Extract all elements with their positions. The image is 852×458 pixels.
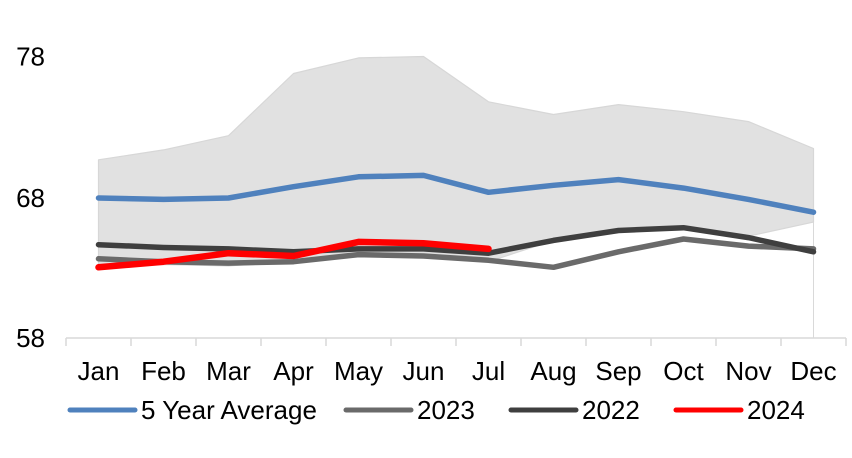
x-axis-label-apr: Apr — [273, 356, 314, 386]
legend-label-2024: 2024 — [747, 395, 805, 425]
y-axis-label-68: 68 — [16, 183, 45, 213]
x-axis-label-sep: Sep — [595, 356, 641, 386]
x-axis-label-dec: Dec — [790, 356, 836, 386]
x-axis-label-jan: Jan — [78, 356, 120, 386]
x-axis-label-feb: Feb — [141, 356, 186, 386]
x-axis-label-aug: Aug — [530, 356, 576, 386]
x-axis-label-nov: Nov — [725, 356, 771, 386]
x-axis-label-oct: Oct — [663, 356, 704, 386]
x-axis-label-jul: Jul — [472, 356, 505, 386]
range-band — [97, 55, 815, 267]
x-axis-label-may: May — [334, 356, 383, 386]
x-axis-label-jun: Jun — [403, 356, 445, 386]
legend-label-2023: 2023 — [417, 395, 475, 425]
y-axis-label-58: 58 — [16, 323, 45, 353]
series-line-2023 — [95, 236, 817, 271]
y-axis-label-78: 78 — [16, 42, 45, 72]
series-line-2024 — [95, 238, 492, 271]
legend-label-5-year-average: 5 Year Average — [141, 395, 317, 425]
x-axis-label-mar: Mar — [206, 356, 251, 386]
series-line-2022 — [95, 224, 817, 256]
legend-label-2022: 2022 — [582, 395, 640, 425]
series-line-5-year-average — [95, 172, 817, 215]
